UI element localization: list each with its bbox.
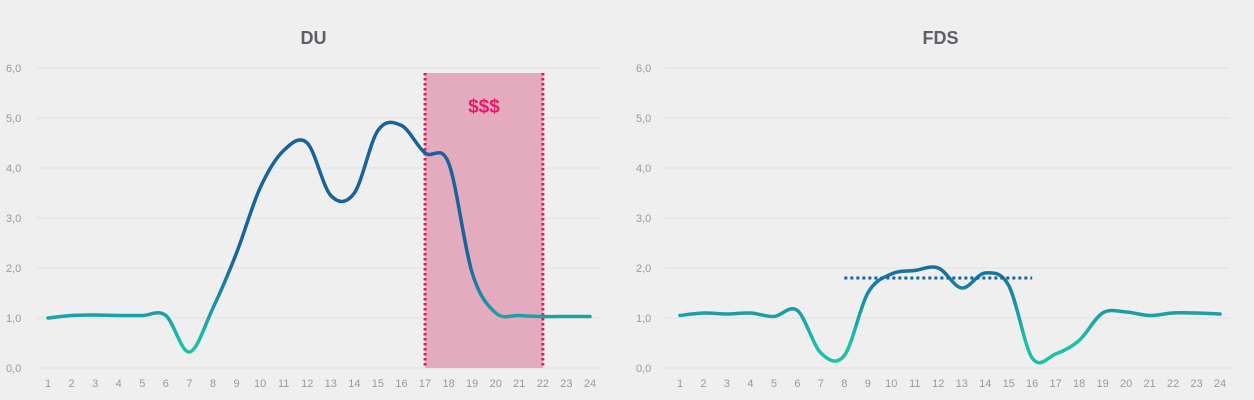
x-tick-label: 23: [1190, 378, 1202, 390]
x-tick-label: 4: [116, 378, 122, 390]
x-tick-label: 22: [1167, 378, 1179, 390]
y-tick-label: 6,0: [636, 63, 651, 75]
y-tick-label: 4,0: [636, 163, 651, 175]
x-tick-label: 16: [1026, 378, 1038, 390]
y-tick-label: 2,0: [636, 263, 651, 275]
x-tick-label: 15: [1003, 378, 1015, 390]
du-chart-title: DU: [300, 28, 327, 48]
x-tick-label: 10: [885, 378, 897, 390]
x-tick-label: 17: [1050, 378, 1062, 390]
y-tick-label: 0,0: [6, 363, 21, 375]
x-tick-label: 18: [442, 378, 454, 390]
y-tick-label: 2,0: [6, 263, 21, 275]
x-tick-label: 11: [278, 378, 289, 390]
x-tick-label: 5: [139, 378, 145, 390]
series-line: [678, 265, 1222, 365]
x-tick-label: 18: [1073, 378, 1085, 390]
du-chart: DU 0,0 1,0 2,0 3,0 4,0 5,0 6,0 1 2 3 4 5 6 7 8 9 10 11 12 1…: [6, 28, 601, 390]
x-tick-label: 2: [69, 378, 75, 390]
y-tick-label: 1,0: [636, 313, 651, 325]
x-tick-label: 22: [537, 378, 549, 390]
x-tick-label: 17: [419, 378, 431, 390]
y-tick-label: 6,0: [6, 63, 21, 75]
y-tick-label: 3,0: [636, 213, 651, 225]
x-tick-label: 20: [1120, 378, 1132, 390]
x-tick-label: 10: [254, 378, 266, 390]
y-tick-label: 0,0: [636, 363, 651, 375]
x-tick-label: 15: [372, 378, 384, 390]
x-tick-label: 3: [92, 378, 98, 390]
x-tick-label: 16: [395, 378, 407, 390]
x-tick-label: 3: [724, 378, 730, 390]
x-tick-label: 8: [210, 378, 216, 390]
series-line: [46, 120, 592, 354]
x-tick-label: 6: [794, 378, 800, 390]
x-tick-label: 5: [771, 378, 777, 390]
x-tick-label: 13: [325, 378, 337, 390]
x-tick-label: 24: [584, 378, 596, 390]
y-tick-label: 1,0: [6, 313, 21, 325]
highlight-band: $$$: [423, 73, 545, 368]
y-tick-label: 5,0: [636, 113, 651, 125]
fds-chart: FDS 0,0 1,0 2,0 3,0 4,0 5,0 6,0 1 2 3 4 5 6 7 8 9 10 11 12…: [627, 0, 1254, 400]
x-tick-label: 24: [1214, 378, 1226, 390]
x-tick-label: 9: [233, 378, 239, 390]
x-tick-label: 11: [909, 378, 920, 390]
y-tick-label: 4,0: [6, 163, 21, 175]
x-tick-label: 7: [186, 378, 192, 390]
x-tick-label: 12: [932, 378, 944, 390]
x-tick-label: 12: [301, 378, 313, 390]
fds-chart-title: FDS: [922, 28, 959, 48]
x-tick-label: 6: [163, 378, 169, 390]
x-tick-label: 20: [490, 378, 502, 390]
x-tick-label: 21: [1143, 378, 1155, 390]
x-tick-label: 19: [1096, 378, 1108, 390]
y-tick-label: 3,0: [6, 213, 21, 225]
du-plot: 0,01,02,03,04,05,06,01 2 3 4 5 6 7 8 9 10 11 12 13 14…: [6, 63, 601, 390]
x-tick-label: 23: [560, 378, 572, 390]
x-tick-label: 9: [865, 378, 871, 390]
x-tick-label: 2: [700, 378, 706, 390]
x-tick-label: 8: [841, 378, 847, 390]
x-tick-label: 1: [677, 378, 683, 390]
x-tick-label: 14: [979, 378, 991, 390]
x-tick-label: 21: [513, 378, 525, 390]
band-label: $$$: [468, 97, 500, 118]
x-tick-label: 14: [348, 378, 360, 390]
x-tick-label: 13: [956, 378, 968, 390]
x-tick-label: 7: [818, 378, 824, 390]
x-tick-label: 1: [45, 378, 51, 390]
y-tick-label: 5,0: [6, 113, 21, 125]
x-tick-label: 4: [747, 378, 753, 390]
fds-plot: 0,01,02,03,04,05,06,01 2 3 4 5 6 7 8 9 10 11 12 13 14…: [636, 63, 1230, 390]
x-tick-label: 19: [466, 378, 478, 390]
